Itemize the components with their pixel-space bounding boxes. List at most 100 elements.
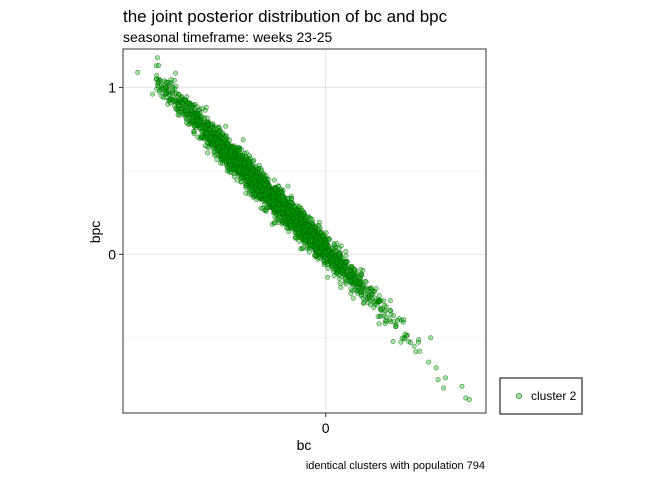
scatter-point	[317, 230, 323, 236]
legend-key-cluster-2	[516, 393, 522, 399]
scatter-point	[194, 123, 200, 129]
scatter-point	[376, 293, 382, 299]
scatter-point	[339, 255, 345, 261]
scatter-point	[372, 301, 378, 307]
scatter-point	[411, 343, 417, 349]
scatter-point	[154, 76, 160, 82]
scatter-point	[378, 297, 384, 303]
scatter-point	[415, 339, 421, 345]
scatter-point	[168, 77, 174, 83]
scatter-point	[338, 284, 344, 290]
scatter-point	[387, 307, 393, 313]
scatter-point	[198, 133, 204, 139]
scatter-point	[393, 323, 399, 329]
scatter-point	[259, 167, 265, 173]
scatter-point	[186, 114, 192, 120]
scatter-point	[343, 253, 349, 259]
scatter-point	[443, 375, 448, 381]
scatter-point	[326, 253, 332, 259]
scatter-point	[224, 140, 230, 146]
scatter-point	[271, 197, 277, 203]
scatter-point	[313, 226, 319, 231]
scatter-point	[391, 319, 397, 325]
scatter-point	[323, 250, 329, 256]
scatter-point	[257, 193, 263, 199]
scatter-point	[297, 224, 303, 230]
scatter-point	[318, 245, 324, 251]
scatter-point	[173, 70, 178, 76]
scatter-point	[205, 133, 211, 139]
scatter-point	[191, 129, 197, 135]
scatter-point	[194, 104, 200, 110]
scatter-point	[356, 286, 362, 292]
scatter-point	[168, 92, 174, 97]
scatter-point	[303, 217, 309, 223]
scatter-point	[314, 234, 320, 240]
scatter-point	[279, 194, 285, 199]
scatter-point	[302, 227, 308, 232]
scatter-point	[323, 230, 329, 236]
chart-title: the joint posterior distribution of bc a…	[123, 7, 448, 26]
y-axis: 01	[108, 79, 123, 262]
scatter-point	[360, 295, 366, 301]
scatter-point	[426, 359, 432, 365]
scatter-point	[249, 176, 255, 182]
scatter-point	[240, 137, 246, 143]
scatter-point	[198, 118, 203, 123]
scatter-point	[223, 156, 229, 162]
scatter-point	[306, 249, 312, 255]
scatter-point	[275, 211, 281, 217]
scatter-point	[345, 259, 350, 265]
scatter-point	[203, 104, 209, 110]
scatter-point	[286, 215, 292, 221]
scatter-point	[193, 111, 199, 117]
scatter-point	[398, 339, 404, 345]
scatter-point	[215, 131, 221, 136]
scatter-point	[325, 274, 331, 280]
major-gridlines	[123, 49, 486, 413]
scatter-point	[406, 338, 412, 344]
scatter-point	[333, 255, 339, 261]
scatter-point	[343, 275, 349, 281]
scatter-point	[271, 177, 277, 183]
scatter-point	[164, 79, 169, 85]
scatter-point	[309, 237, 315, 243]
scatter-point	[234, 177, 240, 183]
scatter-point	[153, 63, 159, 69]
scatter-point	[183, 120, 189, 125]
scatter-point	[399, 335, 405, 341]
scatter-point	[289, 199, 295, 205]
scatter-point	[297, 234, 303, 240]
scatter-point	[180, 101, 186, 107]
scatter-point	[288, 222, 293, 228]
scatter-point	[264, 205, 269, 211]
scatter-point	[285, 183, 291, 189]
scatter-point	[352, 278, 358, 284]
scatter-point	[383, 308, 389, 314]
series-cluster-2	[135, 55, 472, 403]
scatter-point	[227, 158, 233, 164]
scatter-point	[378, 307, 384, 312]
plot-panel	[122, 48, 487, 414]
scatter-point	[215, 140, 220, 146]
scatter-point	[135, 69, 141, 75]
scatter-point	[369, 286, 375, 292]
chart-subtitle: seasonal timeframe: weeks 23-25	[123, 29, 333, 45]
scatter-point	[325, 265, 331, 271]
scatter-point	[264, 196, 269, 202]
scatter-point	[210, 145, 216, 150]
scatter-point	[202, 143, 208, 149]
scatter-point	[175, 112, 181, 118]
scatter-point	[217, 144, 223, 150]
scatter-point	[238, 179, 244, 185]
scatter-point	[260, 172, 266, 178]
scatter-point	[343, 249, 349, 254]
scatter-point	[337, 280, 343, 286]
scatter-point	[387, 298, 393, 304]
scatter-point	[388, 312, 394, 318]
scatter-point	[275, 217, 281, 223]
scatter-point	[342, 265, 348, 271]
scatter-point	[376, 321, 382, 327]
scatter-point	[236, 148, 242, 154]
scatter-point	[216, 152, 222, 158]
